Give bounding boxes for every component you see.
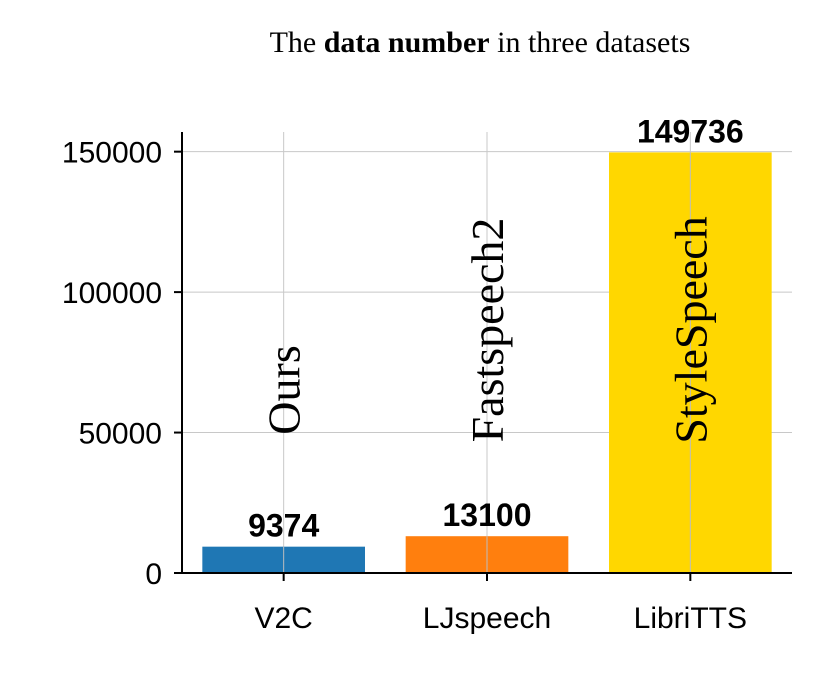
y-tick-label: 50000	[79, 418, 162, 451]
bar-value-label: 13100	[443, 497, 532, 533]
axes	[174, 132, 792, 581]
bar-value-label: 9374	[248, 508, 319, 544]
x-tick-label: LJspeech	[423, 602, 551, 635]
x-tick-label: LibriTTS	[634, 602, 747, 635]
labels: 0 50000 100000 150000 V2C LJspeech LibriTTS 937…	[62, 113, 747, 635]
chart-title-bold: data number	[324, 26, 490, 59]
y-tick-label: 150000	[62, 137, 162, 170]
bar-annotation: StyleSpeech	[665, 216, 716, 443]
chart-title: The data number in three datasets	[270, 26, 691, 59]
chart-title-suffix: in three datasets	[490, 26, 691, 59]
bar-annotation: Ours	[259, 345, 310, 434]
y-tick-label: 100000	[62, 277, 162, 310]
bar-annotation: Fastspeech2	[462, 218, 513, 443]
y-tick-label: 0	[145, 558, 162, 591]
bar-value-label: 149736	[637, 113, 744, 149]
chart-title-prefix: The	[270, 26, 324, 59]
x-tick-label: V2C	[254, 602, 312, 635]
